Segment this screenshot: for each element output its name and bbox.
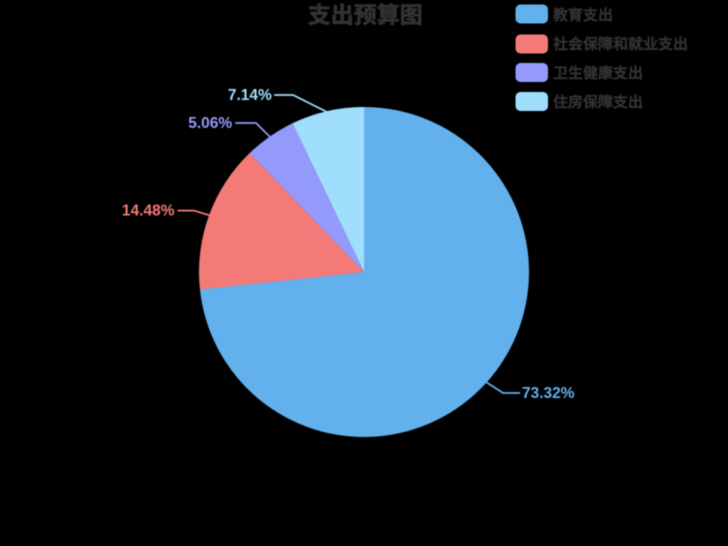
svg-text:7.14%: 7.14%	[228, 87, 272, 104]
svg-text:73.32%: 73.32%	[522, 385, 575, 402]
svg-text:14.48%: 14.48%	[122, 202, 175, 219]
svg-text:5.06%: 5.06%	[188, 115, 232, 132]
